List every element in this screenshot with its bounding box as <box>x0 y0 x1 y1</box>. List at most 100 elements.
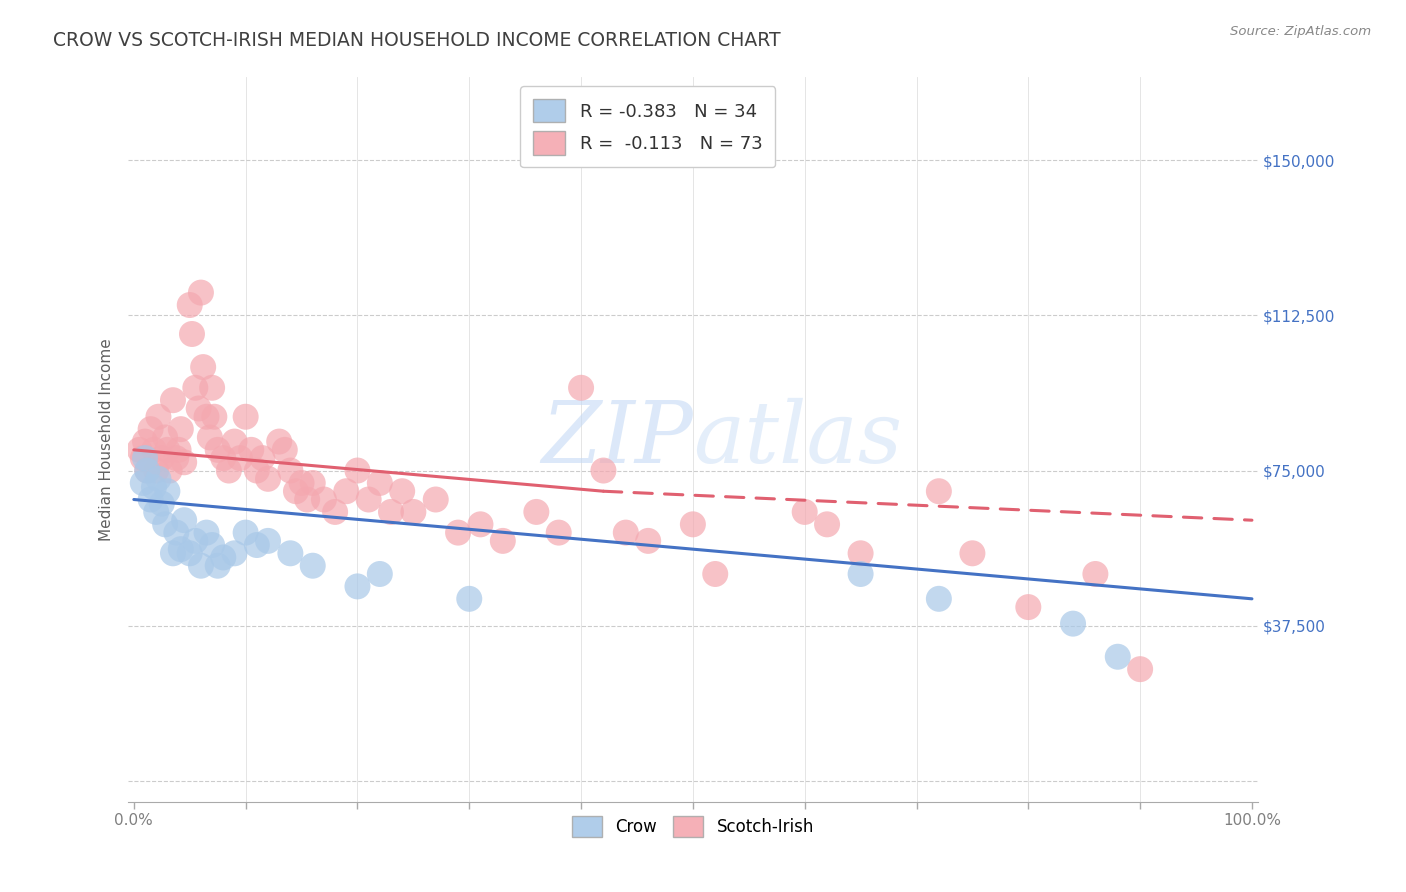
Point <box>184 533 207 548</box>
Point <box>134 451 156 466</box>
Text: Source: ZipAtlas.com: Source: ZipAtlas.com <box>1230 25 1371 38</box>
Text: ZIP: ZIP <box>541 398 693 481</box>
Point <box>458 591 481 606</box>
Point <box>1062 616 1084 631</box>
Point <box>153 430 176 444</box>
Point <box>524 505 547 519</box>
Point <box>202 409 225 424</box>
Point <box>280 546 302 560</box>
Point <box>218 464 240 478</box>
Point <box>274 442 297 457</box>
Point <box>1107 649 1129 664</box>
Point <box>143 480 166 494</box>
Legend: Crow, Scotch-Irish: Crow, Scotch-Irish <box>565 809 821 844</box>
Point <box>346 464 368 478</box>
Point <box>187 401 209 416</box>
Point <box>470 517 492 532</box>
Point <box>150 451 173 466</box>
Point <box>191 360 214 375</box>
Point <box>301 558 323 573</box>
Point <box>132 451 155 466</box>
Point <box>162 393 184 408</box>
Point <box>257 472 280 486</box>
Point <box>246 464 269 478</box>
Point <box>614 525 637 540</box>
Point <box>240 442 263 457</box>
Point <box>150 497 173 511</box>
Point <box>145 464 167 478</box>
Text: atlas: atlas <box>693 398 903 481</box>
Point <box>179 546 201 560</box>
Point <box>928 484 950 499</box>
Point <box>173 513 195 527</box>
Point <box>335 484 357 499</box>
Point <box>156 442 179 457</box>
Point <box>425 492 447 507</box>
Point <box>391 484 413 499</box>
Point <box>134 434 156 449</box>
Point <box>148 472 170 486</box>
Point <box>195 409 218 424</box>
Point <box>301 475 323 490</box>
Point <box>143 442 166 457</box>
Point <box>179 298 201 312</box>
Point <box>207 558 229 573</box>
Point <box>173 455 195 469</box>
Point <box>295 492 318 507</box>
Point <box>380 505 402 519</box>
Point <box>962 546 984 560</box>
Point <box>153 517 176 532</box>
Point <box>136 464 159 478</box>
Point <box>849 566 872 581</box>
Point <box>235 525 257 540</box>
Point <box>165 525 187 540</box>
Point <box>156 484 179 499</box>
Point <box>148 409 170 424</box>
Point <box>139 492 162 507</box>
Point <box>682 517 704 532</box>
Point <box>346 579 368 593</box>
Point <box>815 517 838 532</box>
Point <box>162 546 184 560</box>
Point <box>128 442 150 457</box>
Text: CROW VS SCOTCH-IRISH MEDIAN HOUSEHOLD INCOME CORRELATION CHART: CROW VS SCOTCH-IRISH MEDIAN HOUSEHOLD IN… <box>53 31 782 50</box>
Point <box>181 326 204 341</box>
Point <box>212 451 235 466</box>
Point <box>252 451 274 466</box>
Point <box>235 409 257 424</box>
Point <box>637 533 659 548</box>
Point <box>132 475 155 490</box>
Point <box>159 464 181 478</box>
Y-axis label: Median Household Income: Median Household Income <box>100 338 114 541</box>
Point <box>139 422 162 436</box>
Point <box>284 484 307 499</box>
Point <box>1017 600 1039 615</box>
Point <box>184 381 207 395</box>
Point <box>190 558 212 573</box>
Point <box>145 505 167 519</box>
Point <box>368 566 391 581</box>
Point <box>928 591 950 606</box>
Point <box>165 451 187 466</box>
Point <box>849 546 872 560</box>
Point <box>224 546 246 560</box>
Point <box>212 550 235 565</box>
Point <box>201 538 224 552</box>
Point <box>207 442 229 457</box>
Point <box>198 430 221 444</box>
Point <box>290 475 312 490</box>
Point <box>312 492 335 507</box>
Point <box>170 542 193 557</box>
Point <box>280 464 302 478</box>
Point <box>592 464 614 478</box>
Point <box>246 538 269 552</box>
Point <box>136 464 159 478</box>
Point <box>229 451 252 466</box>
Point <box>492 533 515 548</box>
Point <box>195 525 218 540</box>
Point <box>167 442 190 457</box>
Point <box>170 422 193 436</box>
Point <box>704 566 727 581</box>
Point <box>547 525 569 540</box>
Point <box>257 533 280 548</box>
